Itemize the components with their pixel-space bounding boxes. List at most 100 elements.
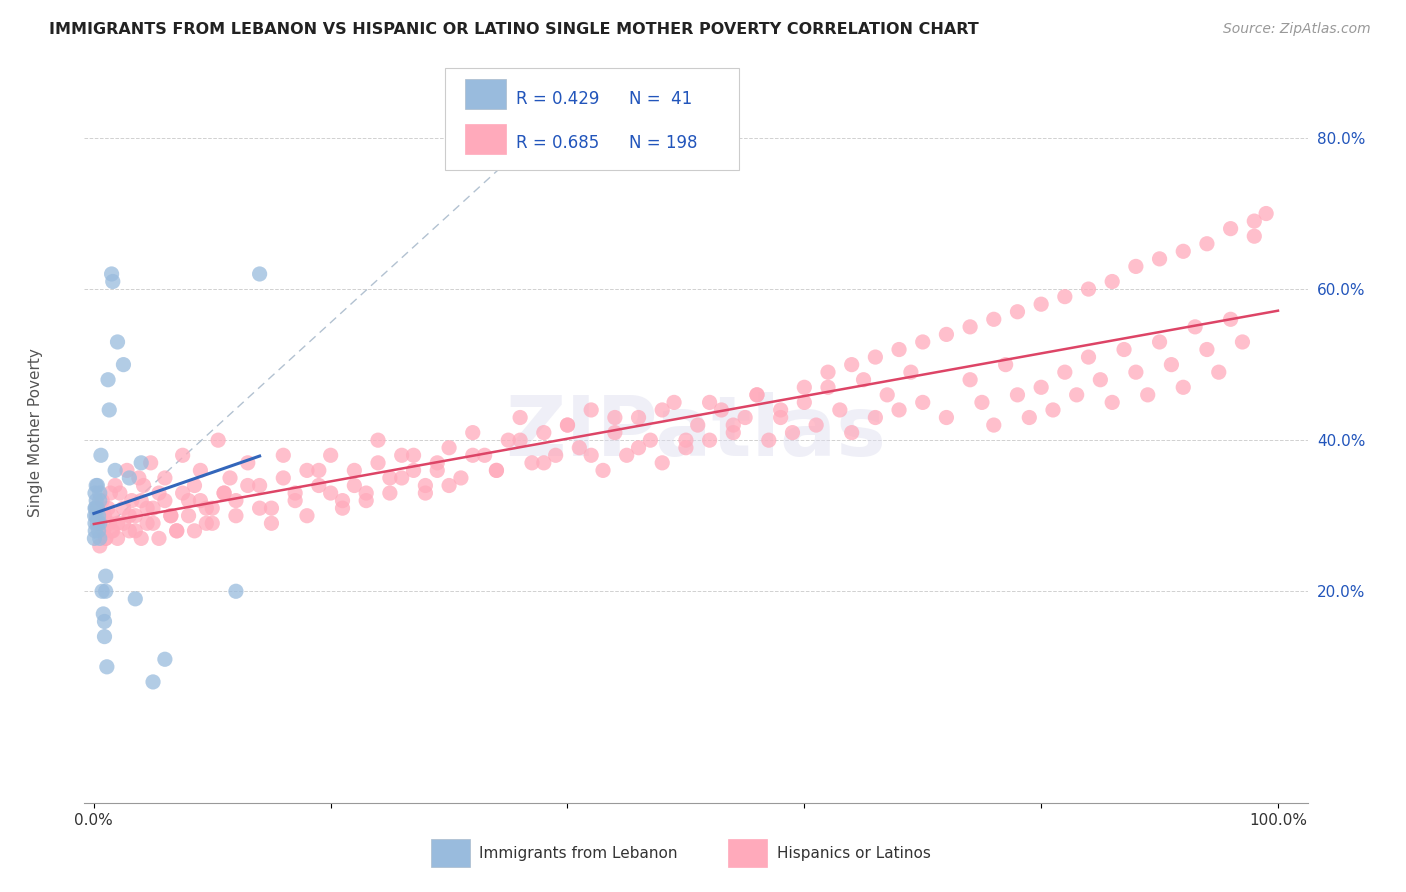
Point: [332, 493, 354, 508]
Point: [354, 493, 377, 508]
Point: [1219, 312, 1241, 326]
Point: [1243, 229, 1265, 244]
Point: [107, 516, 129, 531]
Point: [104, 478, 127, 492]
Point: [101, 275, 124, 289]
Point: [87, 508, 110, 523]
Point: [592, 463, 614, 477]
Point: [98, 403, 121, 417]
Point: [94, 532, 117, 546]
Point: [236, 456, 259, 470]
Point: [148, 532, 170, 546]
Point: [89, 539, 111, 553]
Point: [93, 508, 115, 523]
Point: [100, 267, 122, 281]
Point: [100, 524, 122, 538]
Point: [911, 334, 934, 349]
Point: [959, 373, 981, 387]
Text: ZIPatlas: ZIPatlas: [506, 392, 886, 473]
Point: [426, 463, 449, 477]
Point: [91, 607, 114, 621]
Point: [804, 418, 827, 433]
Point: [219, 471, 242, 485]
Point: [183, 478, 205, 492]
Point: [295, 463, 318, 477]
Point: [686, 418, 709, 433]
FancyBboxPatch shape: [728, 839, 766, 867]
Point: [136, 501, 159, 516]
Point: [319, 448, 342, 462]
Point: [108, 486, 131, 500]
Point: [520, 456, 543, 470]
Point: [124, 524, 146, 538]
Point: [474, 448, 496, 462]
Point: [129, 493, 152, 508]
Point: [201, 501, 224, 516]
Point: [177, 493, 200, 508]
Point: [900, 365, 922, 379]
Point: [100, 486, 122, 500]
Point: [1208, 365, 1230, 379]
Point: [437, 441, 460, 455]
Point: [1160, 358, 1182, 372]
Point: [84, 493, 107, 508]
Point: [1031, 297, 1053, 311]
Point: [86, 501, 108, 516]
Point: [828, 403, 851, 417]
Point: [450, 471, 472, 485]
Point: [402, 448, 425, 462]
Point: [159, 508, 181, 523]
Point: [271, 471, 294, 485]
Point: [96, 660, 118, 674]
Point: [817, 365, 839, 379]
Point: [308, 478, 330, 492]
Point: [498, 433, 520, 447]
Point: [112, 516, 135, 531]
Point: [461, 425, 484, 440]
Point: [627, 410, 650, 425]
Point: [1053, 290, 1076, 304]
Point: [1243, 214, 1265, 228]
Point: [172, 448, 194, 462]
Point: [983, 418, 1005, 433]
Point: [153, 471, 176, 485]
Point: [1077, 282, 1099, 296]
Point: [207, 433, 229, 447]
Point: [876, 388, 898, 402]
Point: [723, 425, 745, 440]
Point: [94, 569, 117, 583]
Point: [1232, 334, 1254, 349]
Point: [1195, 343, 1218, 357]
Point: [118, 524, 141, 538]
Text: R = 0.429: R = 0.429: [516, 89, 599, 108]
Text: Immigrants from Lebanon: Immigrants from Lebanon: [479, 846, 678, 861]
Point: [509, 410, 531, 425]
FancyBboxPatch shape: [430, 839, 470, 867]
Point: [1007, 304, 1029, 318]
Point: [195, 516, 218, 531]
Point: [391, 448, 413, 462]
Point: [225, 508, 247, 523]
Point: [100, 508, 122, 523]
Point: [557, 418, 579, 433]
Point: [699, 395, 721, 409]
Point: [1090, 373, 1112, 387]
Point: [415, 478, 437, 492]
Point: [579, 448, 602, 462]
Text: Single Mother Poverty: Single Mother Poverty: [28, 348, 44, 517]
Text: N = 198: N = 198: [628, 134, 697, 153]
Point: [190, 493, 212, 508]
Point: [959, 319, 981, 334]
Point: [1136, 388, 1159, 402]
Point: [249, 267, 271, 281]
Point: [319, 486, 342, 500]
Point: [651, 403, 673, 417]
Point: [142, 501, 165, 516]
Point: [107, 334, 129, 349]
Point: [87, 524, 110, 538]
Point: [308, 463, 330, 477]
Text: Hispanics or Latinos: Hispanics or Latinos: [776, 846, 931, 861]
Point: [148, 486, 170, 500]
Point: [83, 532, 105, 546]
Point: [1219, 221, 1241, 235]
